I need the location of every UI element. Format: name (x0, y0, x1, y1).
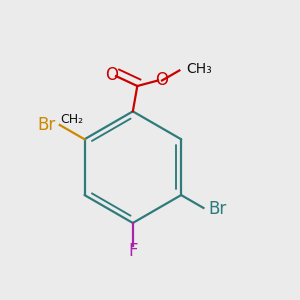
Text: F: F (128, 242, 138, 260)
Text: O: O (105, 66, 118, 84)
Text: CH₂: CH₂ (60, 113, 83, 126)
Text: Br: Br (208, 200, 227, 217)
Text: CH₃: CH₃ (187, 62, 212, 76)
Text: O: O (155, 71, 169, 89)
Text: Br: Br (37, 116, 56, 134)
